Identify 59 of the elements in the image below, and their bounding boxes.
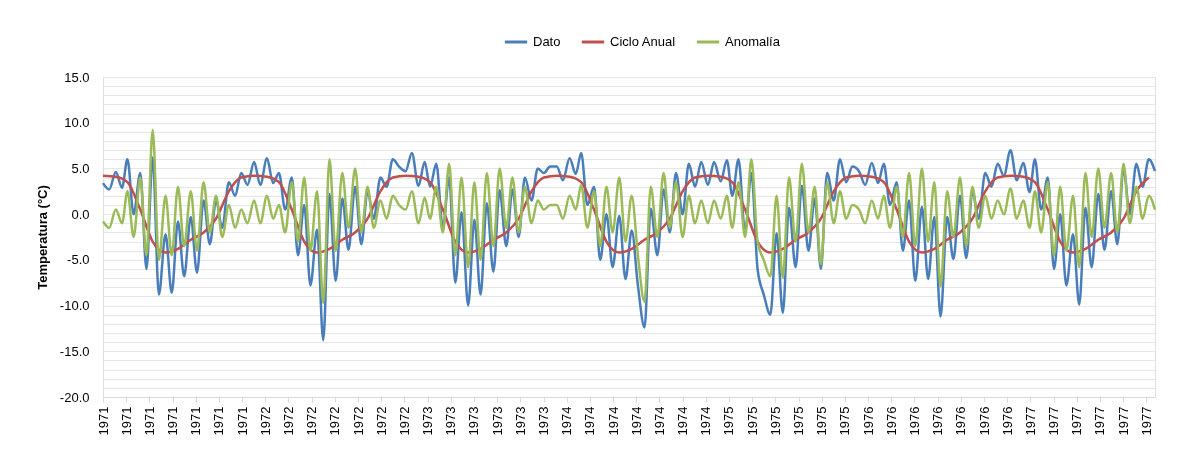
x-tick-label: 1977 <box>1046 406 1062 436</box>
x-tick-label: 1972 <box>280 406 296 436</box>
y-tick-label: 0.0 <box>71 206 90 222</box>
x-tick-label: 1972 <box>257 406 273 436</box>
x-tick-label: 1973 <box>512 406 528 436</box>
x-tick-label: 1976 <box>999 406 1015 436</box>
x-tick-label: 1977 <box>1092 406 1108 436</box>
y-tick-label: 10.0 <box>64 115 90 131</box>
x-tick-label: 1971 <box>188 406 204 436</box>
x-tick-label: 1972 <box>396 406 412 436</box>
x-tick-label: 1976 <box>930 406 946 436</box>
x-tick-label: 1974 <box>605 406 621 436</box>
x-tick-label: 1972 <box>327 406 343 436</box>
x-tick-label: 1973 <box>443 406 459 436</box>
x-tick-label: 1974 <box>582 406 598 436</box>
x-tick-label: 1973 <box>489 406 505 436</box>
x-tick-label: 1975 <box>744 406 760 436</box>
x-tick-label: 1975 <box>837 406 853 436</box>
y-tick-label: -15.0 <box>59 343 90 359</box>
x-tick-label: 1971 <box>211 406 227 436</box>
x-tick-label: 1976 <box>976 406 992 436</box>
x-tick-label: 1976 <box>953 406 969 436</box>
x-tick-label: 1977 <box>1022 406 1038 436</box>
x-tick-label: 1974 <box>675 406 691 436</box>
y-tick-label: -10.0 <box>59 298 90 314</box>
legend-label: Anomalía <box>725 34 781 49</box>
x-tick-label: 1974 <box>628 406 644 436</box>
x-tick-label: 1976 <box>860 406 876 436</box>
y-axis-title: Temperatura (°C) <box>34 185 50 290</box>
x-tick-label: 1971 <box>165 406 181 436</box>
legend-label: Ciclo Anual <box>610 34 676 49</box>
legend-label: Dato <box>533 34 561 49</box>
x-tick-label: 1976 <box>906 406 922 436</box>
y-tick-label: -5.0 <box>67 252 90 268</box>
x-tick-label: 1976 <box>883 406 899 436</box>
x-tick-label: 1975 <box>721 406 737 436</box>
x-tick-label: 1973 <box>420 406 436 436</box>
x-tick-label: 1971 <box>141 406 157 436</box>
x-tick-label: 1977 <box>1069 406 1085 436</box>
x-tick-label: 1974 <box>651 406 667 436</box>
x-tick-label: 1977 <box>1138 406 1154 436</box>
line-series <box>101 128 1157 305</box>
x-tick-label: 1972 <box>373 406 389 436</box>
x-tick-label: 1975 <box>814 406 830 436</box>
y-tick-label: 5.0 <box>71 160 90 176</box>
x-tick-label: 1973 <box>536 406 552 436</box>
x-tick-label: 1971 <box>95 406 111 436</box>
x-tick-label: 1972 <box>350 406 366 436</box>
x-tick-label: 1975 <box>791 406 807 436</box>
x-tick-label: 1977 <box>1115 406 1131 436</box>
x-tick-label: 1975 <box>767 406 783 436</box>
y-tick-label: 15.0 <box>64 69 90 85</box>
x-tick-label: 1974 <box>698 406 714 436</box>
y-tick-label: -20.0 <box>59 389 90 405</box>
x-tick-label: 1973 <box>466 406 482 436</box>
x-tick-label: 1971 <box>234 406 250 436</box>
x-tick-label: 1974 <box>559 406 575 436</box>
x-tick-label: 1971 <box>118 406 134 436</box>
x-tick-label: 1972 <box>304 406 320 436</box>
